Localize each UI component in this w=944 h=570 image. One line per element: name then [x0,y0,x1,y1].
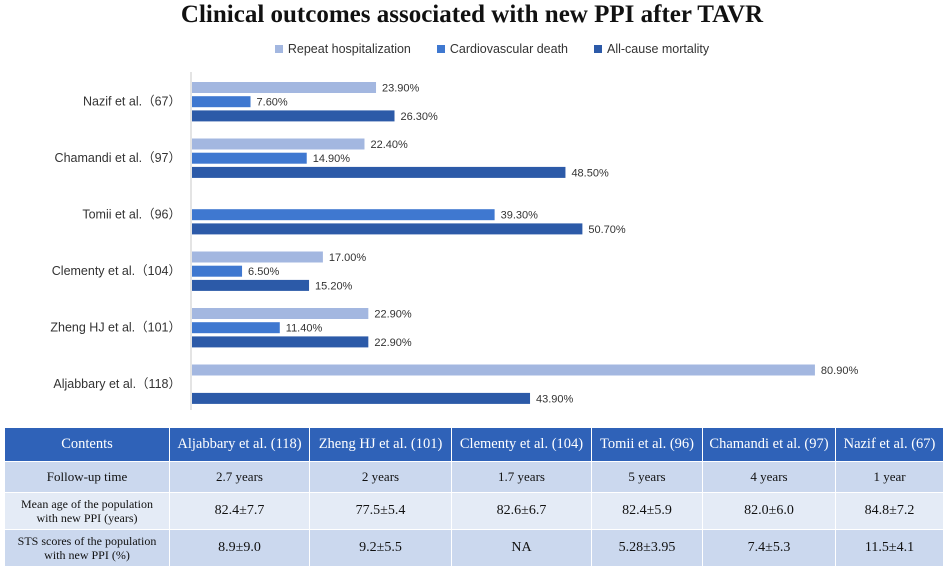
data-label: 22.90% [374,337,412,349]
bar-repeat-hospitalization [192,251,323,263]
row-label-line: with new PPI (years) [36,511,138,525]
data-label: 39.30% [501,210,539,222]
table-header-cell: Contents [4,427,170,462]
category-label: Zheng HJ et al.（101） [50,321,181,335]
table-cell: 5.28±3.95 [591,529,703,567]
row-label: STS scores of the population with new PP… [4,529,170,567]
study-characteristics-table: Contents Aljabbary et al. (118) Zheng HJ… [4,427,944,567]
bar-chart: Nazif et al.（67） 23.90% 7.60% 26.30% Chamand… [50,72,859,410]
data-label: 6.50% [248,266,279,278]
bar-repeat-hospitalization [192,82,377,93]
row-label: Follow-up time [4,461,170,493]
table-cell: 82.4±5.9 [591,492,703,530]
table-row: Follow-up time 2.7 years 2 years 1.7 yea… [4,461,944,493]
table-cell: 84.8±7.2 [835,492,944,530]
chart-legend: Repeat hospitalization Cardiovascular de… [0,40,944,58]
bar-all-cause-mortality [192,166,566,178]
table-cell: 11.5±4.1 [835,529,944,567]
bar-all-cause-mortality [192,392,531,404]
data-label: 7.60% [257,97,288,109]
bar-repeat-hospitalization [192,138,365,150]
legend-label-repeat-hospitalization: Repeat hospitalization [287,42,411,56]
table-cell: 77.5±5.4 [309,492,452,530]
table-cell: 4 years [702,461,836,493]
table-cell: 1.7 years [451,461,592,493]
legend-label-all-cause-mortality: All-cause mortality [607,42,710,56]
table-cell: 5 years [591,461,703,493]
bar-repeat-hospitalization [192,364,815,376]
row-label: Mean age of the population with new PPI … [4,492,170,530]
table-cell: 8.9±9.0 [169,529,310,567]
table-header-cell: Tomii et al. (96) [591,427,703,462]
bar-cardiovascular-death [192,322,280,334]
bar-all-cause-mortality [192,110,395,122]
table-cell: 9.2±5.5 [309,529,452,567]
data-label: 22.90% [374,309,412,321]
data-label: 50.70% [588,224,626,236]
table-cell: NA [451,529,592,567]
table-header-cell: Nazif et al. (67) [835,427,944,462]
data-label: 43.90% [536,393,574,405]
legend-item-repeat-hospitalization: Repeat hospitalization [274,40,411,58]
data-label: 14.90% [313,153,351,165]
table-row: Mean age of the population with new PPI … [4,492,944,530]
table-header-row: Contents Aljabbary et al. (118) Zheng HJ… [4,427,944,462]
table-cell: 82.6±6.7 [451,492,592,530]
data-label: 11.40% [286,323,323,335]
row-label-line: STS scores of the population [17,534,157,548]
bar-all-cause-mortality [192,279,310,291]
category-label: Aljabbary et al.（118） [53,377,181,391]
data-label: 80.90% [821,365,859,377]
row-label-line: with new PPI (%) [44,548,130,562]
table-cell: 2.7 years [169,461,310,493]
legend-swatch-all-cause-mortality [594,45,602,53]
table-header-cell: Clementy et al. (104) [451,427,592,462]
table-cell: 1 year [835,461,944,493]
table-cell: 82.0±6.0 [702,492,836,530]
table-row: STS scores of the population with new PP… [4,529,944,567]
legend-item-all-cause-mortality: All-cause mortality [594,40,709,58]
bar-cardiovascular-death [192,265,243,277]
legend-swatch-cardiovascular-death [436,45,445,53]
data-label: 15.20% [315,280,353,292]
bar-cardiovascular-death [192,152,307,164]
bar-all-cause-mortality [192,223,583,235]
table-header-cell: Aljabbary et al. (118) [169,427,310,462]
legend-item-cardiovascular-death: Cardiovascular death [436,40,568,58]
category-label: Tomii et al.（96） [82,208,181,222]
bar-all-cause-mortality [192,336,369,348]
category-label: Clementy et al.（104） [52,264,181,278]
table-header-cell: Chamandi et al. (97) [702,427,836,462]
category-label: Chamandi et al.（97） [55,151,181,165]
row-label-line: Mean age of the population [21,497,153,511]
chart-title: Clinical outcomes associated with new PP… [180,1,764,28]
data-label: 26.30% [401,111,439,123]
legend-swatch-repeat-hospitalization [274,45,283,53]
bar-cardiovascular-death [192,209,495,221]
table-header-cell: Zheng HJ et al. (101) [309,427,452,462]
data-label: 17.00% [329,252,367,264]
category-label: Nazif et al.（67） [83,95,181,109]
table-cell: 2 years [309,461,452,493]
data-label: 48.50% [571,167,609,179]
bar-repeat-hospitalization [192,308,369,319]
data-label: 23.90% [382,83,420,95]
data-label: 22.40% [370,139,408,151]
legend-label-cardiovascular-death: Cardiovascular death [449,42,568,56]
table-cell: 82.4±7.7 [169,492,310,530]
table-cell: 7.4±5.3 [702,529,836,567]
bar-cardiovascular-death [192,96,251,108]
